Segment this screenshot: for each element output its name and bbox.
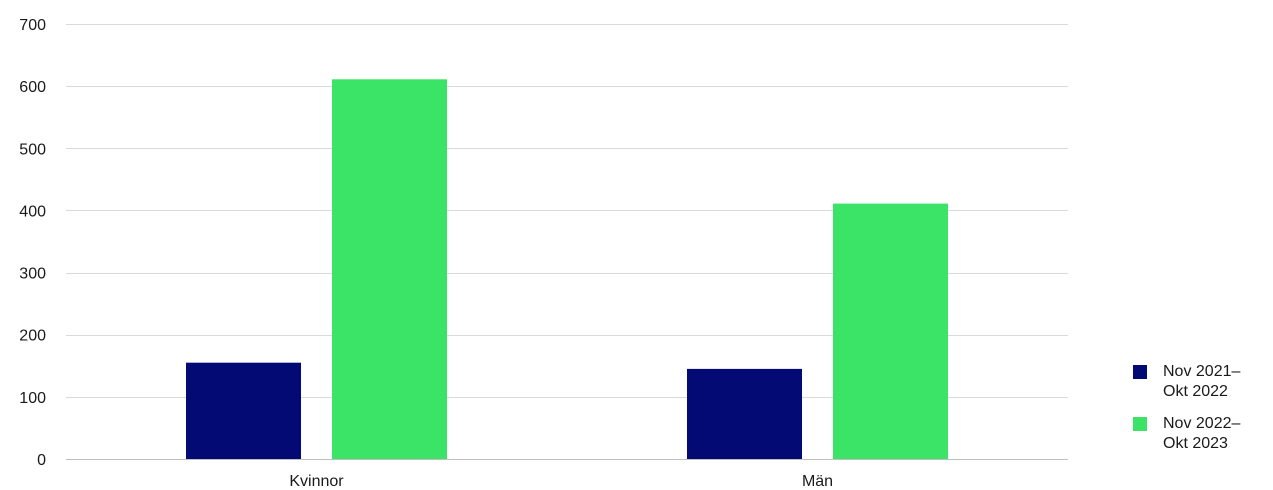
- y-axis-tick-labels: 0 100 200 300 400 500 600 700: [19, 17, 46, 469]
- legend: Nov 2021– Okt 2022 Nov 2022– Okt 2023: [1133, 362, 1273, 466]
- legend-item-series-1: Nov 2021– Okt 2022: [1133, 362, 1273, 402]
- bars: [186, 79, 948, 460]
- legend-label-series-2: Nov 2022– Okt 2023: [1163, 415, 1241, 452]
- y-tick-label-500: 500: [19, 141, 46, 158]
- legend-item-series-2: Nov 2022– Okt 2023: [1133, 414, 1273, 454]
- y-tick-label-200: 200: [19, 328, 46, 345]
- legend-swatch-series-2: [1133, 417, 1147, 431]
- y-tick-label-100: 100: [19, 390, 46, 407]
- y-tick-label-300: 300: [19, 266, 46, 283]
- bar-män-series-2: [833, 203, 948, 459]
- category-label-2: Män: [802, 473, 833, 490]
- category-labels: Kvinnor Män: [289, 473, 833, 490]
- y-tick-label-700: 700: [19, 17, 46, 34]
- category-label-1: Kvinnor: [289, 473, 344, 490]
- y-tick-label-600: 600: [19, 79, 46, 96]
- bar-män-series-1: [687, 368, 802, 459]
- legend-label-series-1: Nov 2021– Okt 2022: [1163, 363, 1241, 400]
- y-tick-label-400: 400: [19, 203, 46, 220]
- bar-kvinnor-series-2: [332, 79, 447, 460]
- legend-swatch-series-1: [1133, 365, 1147, 379]
- bar-kvinnor-series-1: [186, 362, 301, 459]
- y-tick-label-0: 0: [37, 452, 46, 469]
